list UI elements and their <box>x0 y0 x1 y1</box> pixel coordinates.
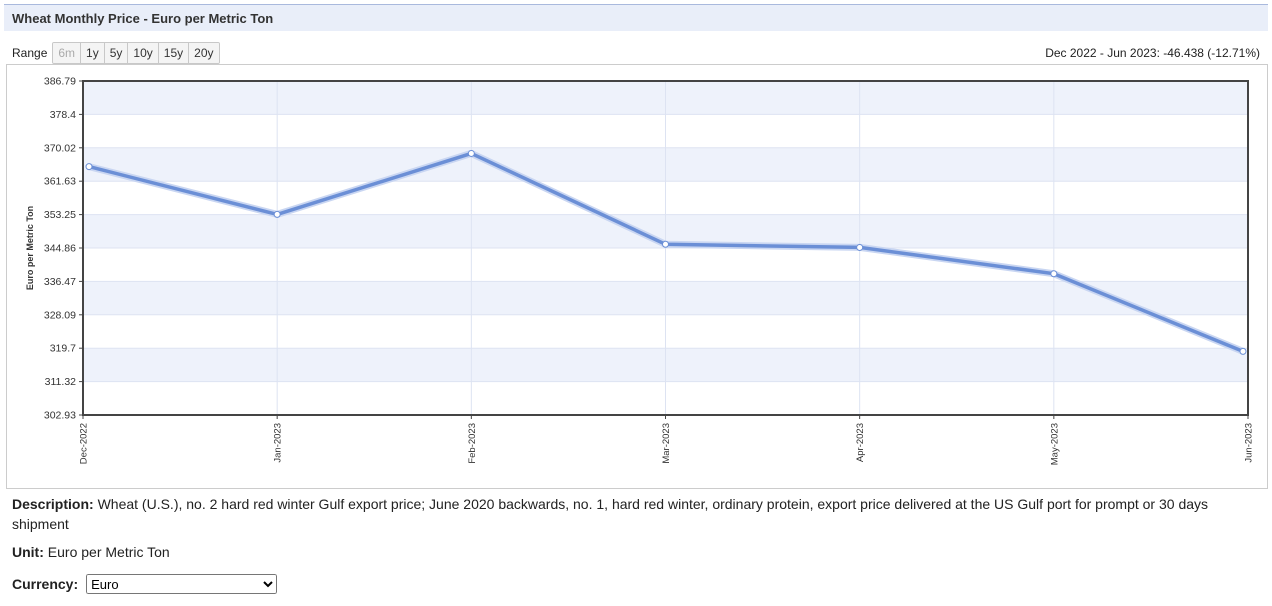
y-tick-label: 353.25 <box>44 209 76 221</box>
x-tick-label: Feb-2023 <box>467 423 478 464</box>
y-axis-ticks: 386.79 378.4 370.02 361.63 353.25 344.86 336.4… <box>44 76 83 422</box>
x-tick-label: Apr-2023 <box>855 423 866 462</box>
data-point[interactable] <box>85 163 93 171</box>
range-5y-button[interactable]: 5y <box>104 43 129 63</box>
x-axis-ticks: Dec-2022 Jan-2023 Feb-2023 Mar-2023 Apr-2023… <box>79 415 1255 465</box>
unit-value: Euro per Metric Ton <box>47 544 170 560</box>
y-tick-label: 319.7 <box>50 343 76 355</box>
y-tick-label: 328.09 <box>44 309 76 321</box>
y-tick-label: 378.4 <box>50 109 76 121</box>
price-line-chart: 386.79 378.4 370.02 361.63 353.25 344.86 336.4… <box>25 76 1255 466</box>
range-20y-button[interactable]: 20y <box>189 43 219 63</box>
range-1y-button[interactable]: 1y <box>81 43 105 63</box>
x-tick-label: Jun-2023 <box>1244 423 1255 463</box>
unit-row: Unit: Euro per Metric Ton <box>12 544 170 560</box>
y-tick-label: 361.63 <box>44 176 76 188</box>
currency-select[interactable]: Euro <box>86 574 278 594</box>
y-tick-label: 386.79 <box>44 76 76 88</box>
chart-title-bar: Wheat Monthly Price - Euro per Metric To… <box>4 4 1268 31</box>
currency-label: Currency: <box>12 576 79 592</box>
price-change-summary: Dec 2022 - Jun 2023: -46.438 (-12.71%) <box>1045 46 1260 60</box>
x-tick-label: Mar-2023 <box>661 423 672 464</box>
data-point[interactable] <box>273 210 281 218</box>
range-button-group: 6m 1y 5y 10y 15y 20y <box>52 42 220 64</box>
range-15y-button[interactable]: 15y <box>158 43 190 63</box>
y-tick-label: 370.02 <box>44 142 76 154</box>
y-tick-label: 344.86 <box>44 243 76 255</box>
series-points <box>85 149 1247 355</box>
x-tick-label: Dec-2022 <box>79 423 90 464</box>
currency-row: Currency: Euro <box>12 574 278 594</box>
range-6m-button[interactable]: 6m <box>53 43 82 63</box>
range-10y-button[interactable]: 10y <box>128 43 159 63</box>
description-label: Description: <box>12 496 94 512</box>
unit-label: Unit: <box>12 544 44 560</box>
data-point[interactable] <box>662 240 669 248</box>
data-point[interactable] <box>856 243 864 251</box>
data-point[interactable] <box>467 149 475 157</box>
y-tick-label: 336.47 <box>44 276 76 288</box>
y-tick-label: 302.93 <box>44 410 76 422</box>
y-axis-label: Euro per Metric Ton <box>25 206 35 290</box>
page-title: Wheat Monthly Price - Euro per Metric To… <box>12 11 274 26</box>
range-selector: Range 6m 1y 5y 10y 15y 20y <box>12 42 220 64</box>
description-text: Wheat (U.S.), no. 2 hard red winter Gulf… <box>12 496 1209 532</box>
data-point[interactable] <box>1239 347 1247 355</box>
range-label: Range <box>12 46 48 60</box>
x-tick-label: May-2023 <box>1049 423 1060 465</box>
data-point[interactable] <box>1050 270 1058 278</box>
y-tick-label: 311.32 <box>45 376 76 388</box>
x-tick-label: Jan-2023 <box>273 423 284 463</box>
description: Description: Wheat (U.S.), no. 2 hard re… <box>12 494 1242 534</box>
